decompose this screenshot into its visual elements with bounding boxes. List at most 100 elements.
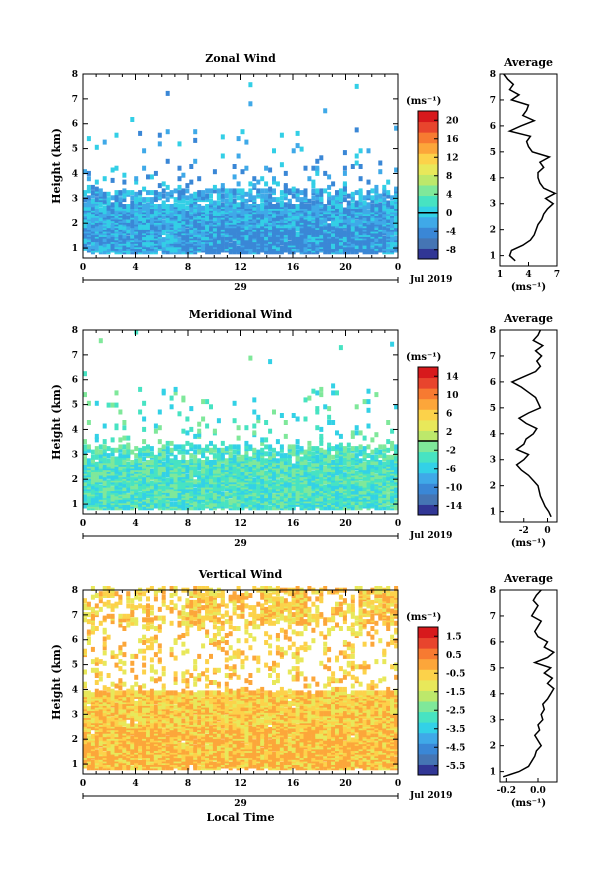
heatmap-cell [197,204,202,209]
heatmap-cell [209,440,213,446]
heatmap-cell [142,197,147,203]
heatmap-cell [169,204,174,209]
heatmap-cell [232,458,237,464]
heatmap-cell [138,386,143,392]
heatmap-cell [303,493,308,499]
heatmap-cell [319,386,324,392]
heatmap-cell [165,197,170,203]
heatmap-cell [362,453,367,459]
heatmap-cell [212,231,217,237]
heatmap-cell [94,197,99,203]
heatmap-cell [185,195,190,201]
heatmap-cell [205,207,210,213]
heatmap-cell [146,460,150,465]
heatmap-cell [272,197,276,203]
heatmap-cell [209,198,213,204]
heatmap-cell [83,223,87,229]
heatmap-cell [386,190,391,196]
heatmap-cell [327,242,332,248]
heatmap-cell [165,224,170,230]
heatmap-cell [264,200,269,206]
heatmap-cell [378,449,383,455]
heatmap-cell [126,482,131,488]
heatmap-cell [319,155,324,161]
heatmap-cell [232,193,237,199]
heatmap-cell [291,447,296,453]
heatmap-cell [134,211,139,216]
heatmap-cell [299,446,304,452]
heatmap-cell [335,226,339,232]
heatmap-cell [224,500,229,505]
heatmap-cell [394,444,399,450]
heatmap-cell [130,449,135,455]
heatmap-cell [354,430,359,436]
heatmap-cell [197,449,202,455]
heatmap-cell [114,498,119,504]
heatmap-cell [126,449,131,455]
heatmap-cell [189,426,194,432]
heatmap-cell [165,472,170,478]
heatmap-cell [366,388,371,394]
heatmap-cell [346,209,351,215]
heatmap-cell [212,460,217,465]
heatmap-cell [122,172,127,178]
heatmap-cell [386,447,391,453]
heatmap-cell [181,501,186,507]
heatmap-cell [275,237,280,243]
heatmap-cell [161,237,166,243]
heatmap-cell [279,468,284,474]
heatmap-cell [134,202,139,208]
heatmap-cell [110,221,115,227]
heatmap-cell [350,191,355,197]
heatmap-cell [386,231,391,237]
heatmap-cell [366,423,371,429]
heatmap-cell [386,439,391,445]
heatmap-cell [240,461,245,467]
heatmap-cell [287,444,292,450]
heatmap-cell [303,165,308,171]
heatmap-cell [90,484,95,490]
heatmap-cell [185,200,190,206]
heatmap-cell [378,169,383,175]
heatmap-cell [118,470,123,476]
heatmap-cell [295,416,300,422]
heatmap-cell [90,477,95,483]
heatmap-cell [138,479,143,485]
heatmap-cell [169,479,174,485]
heatmap-cell [236,233,241,239]
heatmap-cell [299,484,304,490]
heatmap-cell [122,179,127,185]
heatmap-cell [394,503,399,509]
heatmap-cell [366,453,371,459]
heatmap-cell [374,473,379,479]
heatmap-cell [153,482,158,488]
colorbar-tick-label: 2 [446,428,452,438]
heatmap-cell [165,477,170,483]
heatmap-cell [283,456,288,462]
heatmap-cell [240,193,245,199]
heatmap-cell [378,444,383,450]
heatmap-cell [161,388,166,394]
heatmap-cell [279,162,284,168]
heatmap-cell [94,433,99,439]
heatmap-cell [382,453,387,459]
y-tick-label: 4 [72,169,78,179]
heatmap-cell [374,217,379,223]
heatmap-cell [323,456,328,462]
heatmap-cell [149,197,154,203]
avg-y-tick-label: 3 [490,200,496,210]
heatmap-cell [205,193,210,199]
heatmap-cell [122,188,127,194]
heatmap-cell [232,449,237,455]
heatmap-cell [157,447,162,453]
heatmap-cell [252,494,257,500]
heatmap-cell [212,188,217,194]
heatmap-cell [307,198,312,204]
heatmap-cell [232,207,237,213]
heatmap-cell [295,449,300,455]
heatmap-cell [362,244,367,249]
heatmap-cell [90,487,95,493]
heatmap-cell [346,451,351,457]
heatmap-cell [307,454,312,460]
